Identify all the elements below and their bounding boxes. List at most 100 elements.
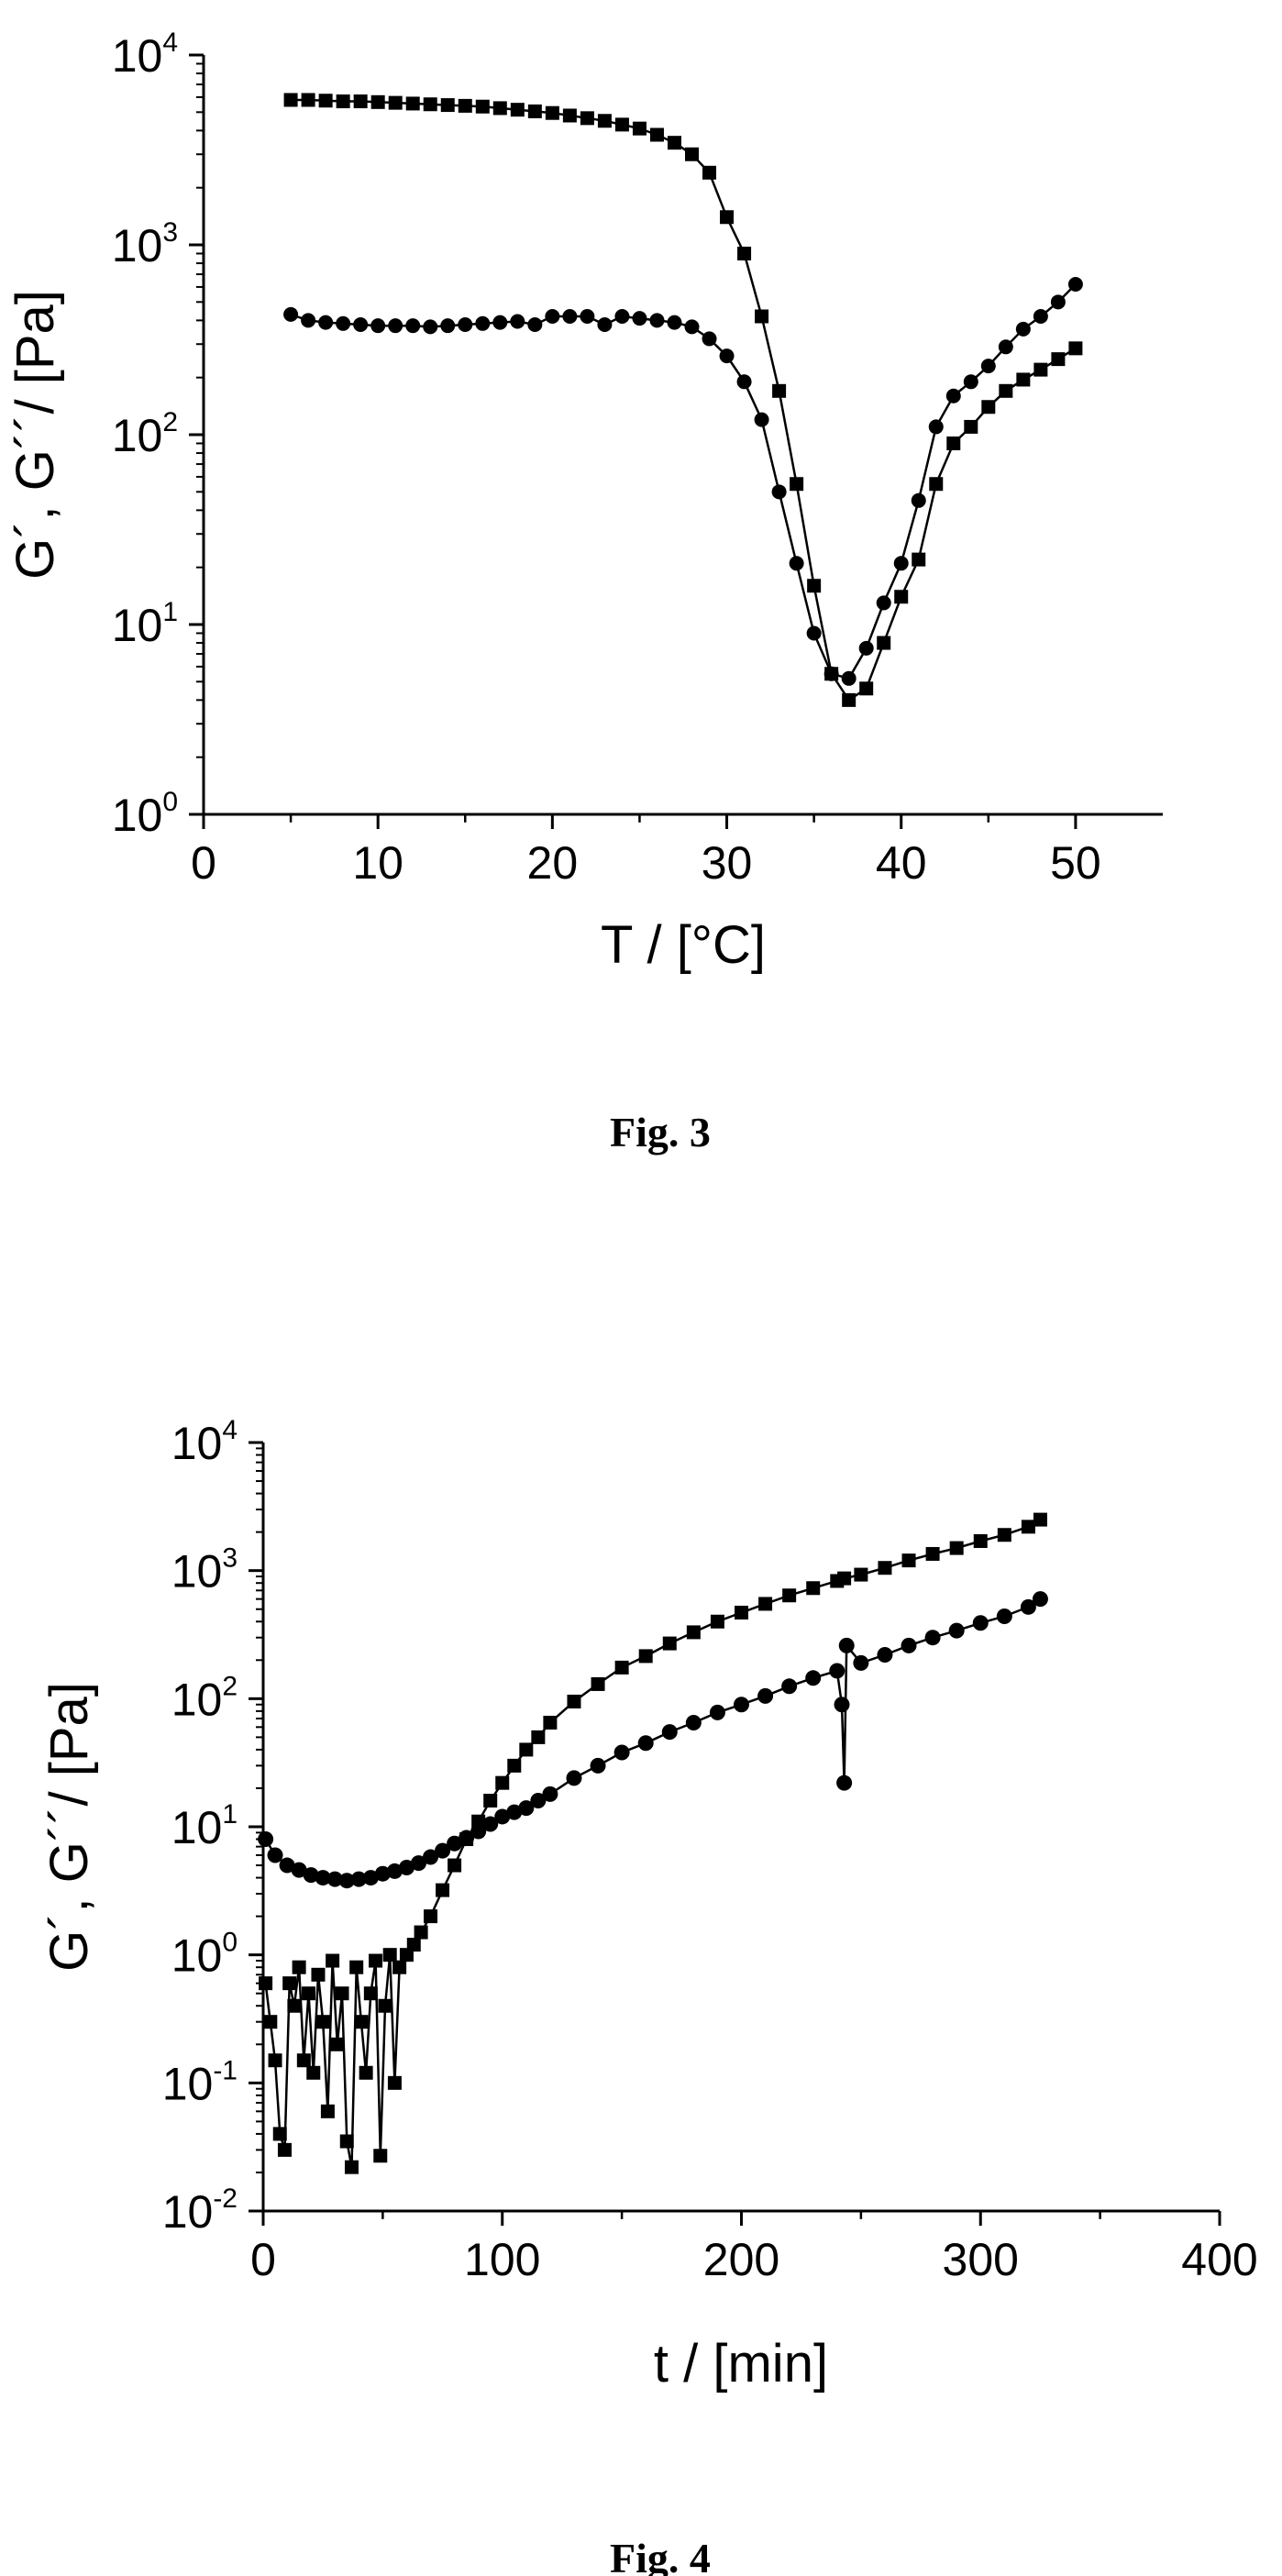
y-tick-label: 102 <box>171 1671 238 1725</box>
data-point-square <box>562 108 577 123</box>
data-point-circle <box>315 1870 331 1886</box>
data-point-square <box>912 552 926 567</box>
data-point-circle <box>980 359 996 374</box>
y-axis-title: G´, G´´/ [Pa] <box>39 1682 99 1972</box>
data-point-square <box>1051 352 1066 367</box>
x-tick-label: 200 <box>703 2234 779 2285</box>
data-point-square <box>336 94 350 109</box>
data-point-circle <box>805 1670 822 1686</box>
data-point-circle <box>518 1800 535 1817</box>
data-point-circle <box>685 1714 702 1730</box>
data-point-square <box>720 210 735 225</box>
data-point-square <box>758 1597 773 1611</box>
data-point-square <box>483 1793 498 1808</box>
data-point-square <box>527 104 542 118</box>
data-point-square <box>632 121 647 136</box>
data-point-circle <box>1020 1598 1036 1615</box>
figure-caption: Fig. 4 <box>610 2535 711 2576</box>
data-point-square <box>878 1561 892 1575</box>
data-point-square <box>614 1660 629 1675</box>
data-point-square <box>272 2127 287 2141</box>
data-point-circle <box>388 318 403 334</box>
data-point-square <box>735 1605 748 1620</box>
data-point-square <box>259 1976 273 1991</box>
data-point-square <box>519 1742 534 1757</box>
data-point-square <box>263 2015 278 2029</box>
x-tick-label: 50 <box>1050 837 1101 889</box>
data-point-circle <box>353 316 369 332</box>
data-point-square <box>330 2037 345 2051</box>
data-point-square <box>349 1960 364 1974</box>
data-point-square <box>999 383 1013 398</box>
data-point-circle <box>789 556 804 571</box>
data-point-square <box>964 419 978 434</box>
x-tick-label: 0 <box>250 2234 276 2285</box>
data-point-square <box>685 147 700 161</box>
data-point-square <box>440 98 455 113</box>
series-line-1 <box>290 283 1077 680</box>
data-point-square <box>981 400 996 415</box>
data-point-square <box>370 94 385 109</box>
data-point-circle <box>545 308 560 324</box>
data-point-square <box>369 1953 383 1968</box>
data-point-square <box>424 1909 438 1924</box>
data-point-square <box>806 1581 821 1596</box>
data-point-circle <box>1067 276 1083 292</box>
data-point-circle <box>410 1855 426 1872</box>
data-point-circle <box>771 484 787 500</box>
y-tick-label: 103 <box>171 1543 238 1598</box>
data-point-circle <box>590 1757 606 1774</box>
data-point-circle <box>562 308 578 324</box>
data-point-square <box>1033 1512 1047 1527</box>
x-tick-label: 300 <box>943 2234 1019 2285</box>
data-point-square <box>901 1553 916 1568</box>
y-tick-label: 101 <box>112 597 178 651</box>
data-point-square <box>378 1998 392 2013</box>
data-point-circle <box>637 1735 654 1752</box>
data-point-circle <box>303 1867 319 1884</box>
data-point-square <box>405 96 420 111</box>
data-point-circle <box>506 1804 523 1820</box>
data-point-square <box>301 93 315 107</box>
data-point-square <box>406 1938 421 1952</box>
data-point-square <box>662 1636 677 1651</box>
data-point-circle <box>279 1857 295 1874</box>
data-point-square <box>277 2142 292 2157</box>
data-point-circle <box>853 1654 869 1671</box>
data-point-square <box>363 1986 378 2001</box>
data-point-circle <box>458 316 473 332</box>
data-point-circle <box>661 1724 678 1741</box>
data-point-square <box>567 1694 581 1708</box>
data-point-circle <box>542 1786 558 1802</box>
data-point-square <box>949 1541 964 1555</box>
data-point-circle <box>370 318 386 334</box>
x-axis-title: T / [°C] <box>601 915 766 975</box>
y-axis-title: G´, G´´/ [Pa] <box>6 290 65 580</box>
data-point-circle <box>283 306 299 322</box>
data-point-circle <box>781 1678 798 1695</box>
y-tick-label: 101 <box>171 1799 238 1853</box>
data-point-square <box>772 383 787 398</box>
data-point-square <box>580 111 594 126</box>
data-point-square <box>306 2065 321 2080</box>
series-line-0 <box>291 98 1077 702</box>
data-point-square <box>591 1676 605 1691</box>
data-point-square <box>877 636 891 650</box>
data-point-square <box>649 127 664 142</box>
x-axis-title: t / [min] <box>654 2334 828 2394</box>
data-point-square <box>458 98 472 113</box>
data-point-circle <box>1050 294 1066 310</box>
data-point-square <box>326 1953 340 1968</box>
data-point-square <box>710 1614 724 1629</box>
data-point-square <box>475 99 490 114</box>
data-point-square <box>531 1730 546 1744</box>
data-point-square <box>436 1883 450 1897</box>
data-point-square <box>344 2160 359 2174</box>
data-point-square <box>282 1976 297 1991</box>
data-point-circle <box>702 331 717 347</box>
data-point-circle <box>338 1873 355 1889</box>
x-tick-label: 100 <box>464 2234 540 2285</box>
data-point-square <box>268 2053 282 2068</box>
x-tick-label: 400 <box>1181 2234 1257 2285</box>
